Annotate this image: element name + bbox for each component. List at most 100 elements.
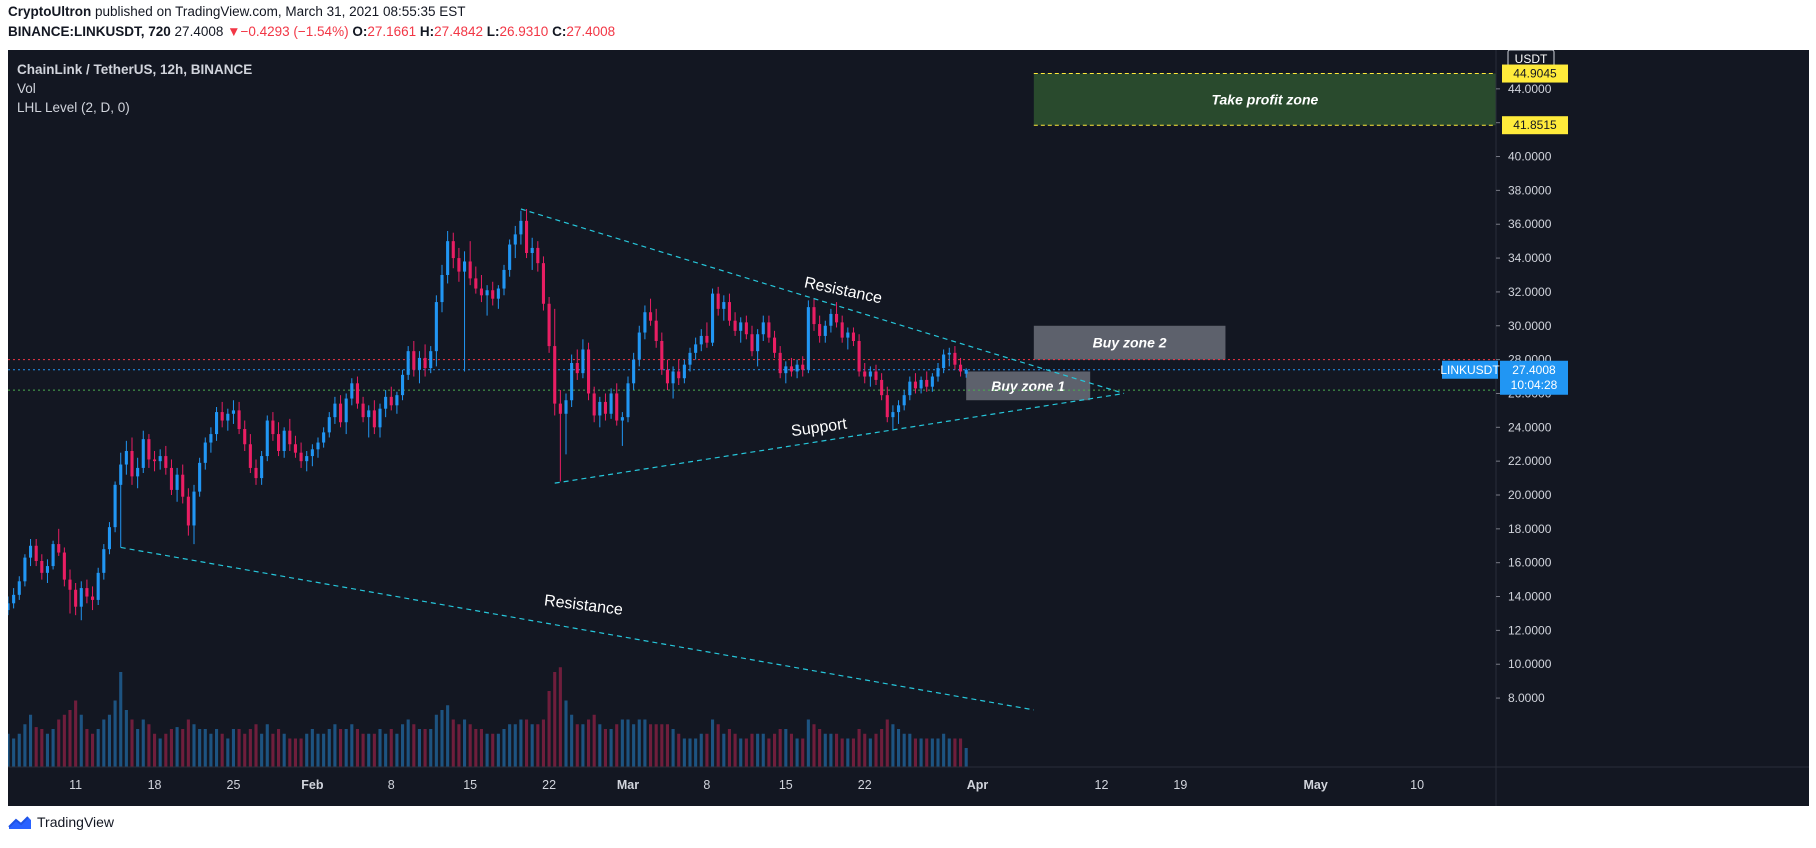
candle-body: [198, 462, 202, 492]
volume-bar: [620, 719, 624, 767]
candle-body: [620, 417, 624, 421]
volume-bar: [288, 738, 292, 767]
candle-body: [502, 269, 506, 289]
candle-body: [801, 364, 805, 370]
candle-body: [823, 325, 827, 336]
candle-body: [637, 332, 641, 360]
volume-bar: [801, 738, 805, 767]
author-name[interactable]: CryptoUltron: [8, 4, 92, 19]
open-value: 27.1661: [367, 24, 417, 39]
candle-body: [581, 349, 585, 374]
price-tick-label: 14.0000: [1508, 590, 1552, 604]
legend-title[interactable]: ChainLink / TetherUS, 12h, BINANCE: [17, 62, 253, 77]
volume-bar: [79, 714, 83, 767]
last-price-symbol: LINKUSDT: [1440, 363, 1500, 377]
candle-body: [919, 379, 923, 389]
candle-body: [107, 527, 112, 550]
candle-body: [829, 313, 833, 326]
buy-zone-1: [966, 371, 1091, 401]
last-price-symbol-bg: [1442, 360, 1498, 379]
volume-bar: [496, 733, 500, 767]
candle-body: [288, 430, 292, 445]
volume-bar: [632, 724, 636, 767]
candle-body: [124, 451, 128, 465]
volume-bar: [198, 729, 202, 767]
candle-body: [547, 303, 551, 347]
legend-volume[interactable]: Vol: [17, 81, 36, 96]
time-tick-label: 15: [779, 778, 793, 792]
price-chart[interactable]: Take profit zone Buy zone 2 Buy zone 1 Resi…: [8, 50, 1809, 806]
volume-bar: [581, 724, 585, 767]
volume-bar: [468, 724, 472, 767]
volume-bar: [412, 724, 416, 767]
legend-indicator[interactable]: LHL Level (2, D, 0): [17, 100, 130, 115]
volume-bar: [243, 733, 247, 767]
publish-header: CryptoUltron published on TradingView.co…: [8, 4, 466, 19]
candle-body: [908, 381, 912, 396]
candle-body: [79, 588, 83, 607]
candle-body: [119, 464, 123, 485]
volume-bar: [186, 719, 190, 767]
volume-bar: [367, 733, 371, 767]
tradingview-logo-icon: [8, 816, 31, 829]
buy-zone-1-label: Buy zone 1: [991, 378, 1065, 394]
candle-body: [355, 383, 360, 404]
volume-bar: [772, 733, 777, 767]
volume-bar: [513, 724, 517, 767]
volume-bar: [598, 724, 602, 767]
candle-body: [243, 429, 247, 445]
volume-bar: [203, 729, 207, 767]
volume-bar: [8, 733, 10, 767]
volume-bar: [474, 729, 478, 767]
volume-bar: [508, 724, 512, 767]
candle-body: [276, 434, 281, 451]
volume-bar: [603, 729, 608, 767]
volume-bar: [406, 719, 410, 767]
volume-bar: [575, 724, 579, 767]
candle-body: [344, 398, 348, 423]
candle-body: [192, 491, 196, 526]
volume-bar: [226, 738, 230, 767]
candle-body: [750, 334, 754, 352]
candle-body: [789, 366, 794, 372]
candle-body: [333, 403, 337, 418]
candle-body: [468, 261, 472, 279]
candle-body: [930, 376, 934, 387]
volume-bar: [282, 733, 286, 767]
candle-body: [372, 410, 376, 428]
volume-bar: [716, 724, 720, 767]
price-tick-label: 18.0000: [1508, 522, 1552, 536]
volume-bar: [51, 729, 55, 767]
chart-panel[interactable]: Take profit zone Buy zone 2 Buy zone 1 Resi…: [8, 50, 1809, 806]
volume-bar: [85, 729, 89, 767]
volume-bar: [789, 733, 794, 767]
volume-bar: [322, 733, 326, 767]
volume-bar: [784, 729, 788, 767]
volume-bar: [102, 719, 106, 767]
candle-body: [592, 393, 596, 416]
volume-bar: [896, 729, 901, 767]
candle-body: [395, 395, 399, 406]
candle-body: [513, 234, 517, 245]
candle-body: [491, 290, 495, 299]
candle-body: [772, 337, 777, 353]
candle-body: [575, 363, 579, 374]
volume-bar: [457, 724, 461, 767]
volume-bar: [440, 710, 444, 767]
candle-body: [164, 456, 168, 468]
candle-body: [536, 247, 540, 264]
symbol-line: BINANCE:LINKUSDT, 720: [8, 24, 171, 39]
volume-bar: [254, 724, 258, 767]
time-tick-label: May: [1303, 778, 1327, 792]
volume-bar: [823, 733, 827, 767]
candle-body: [896, 405, 901, 413]
volume-bar: [338, 729, 343, 767]
volume-bar: [778, 729, 782, 767]
volume-bar: [840, 738, 844, 767]
volume-bar: [237, 729, 241, 767]
support-text: Support: [790, 416, 848, 441]
candle-body: [265, 420, 269, 457]
volume-bar: [57, 719, 61, 767]
tag-41-bg: [1502, 116, 1568, 135]
candle-body: [812, 307, 816, 325]
